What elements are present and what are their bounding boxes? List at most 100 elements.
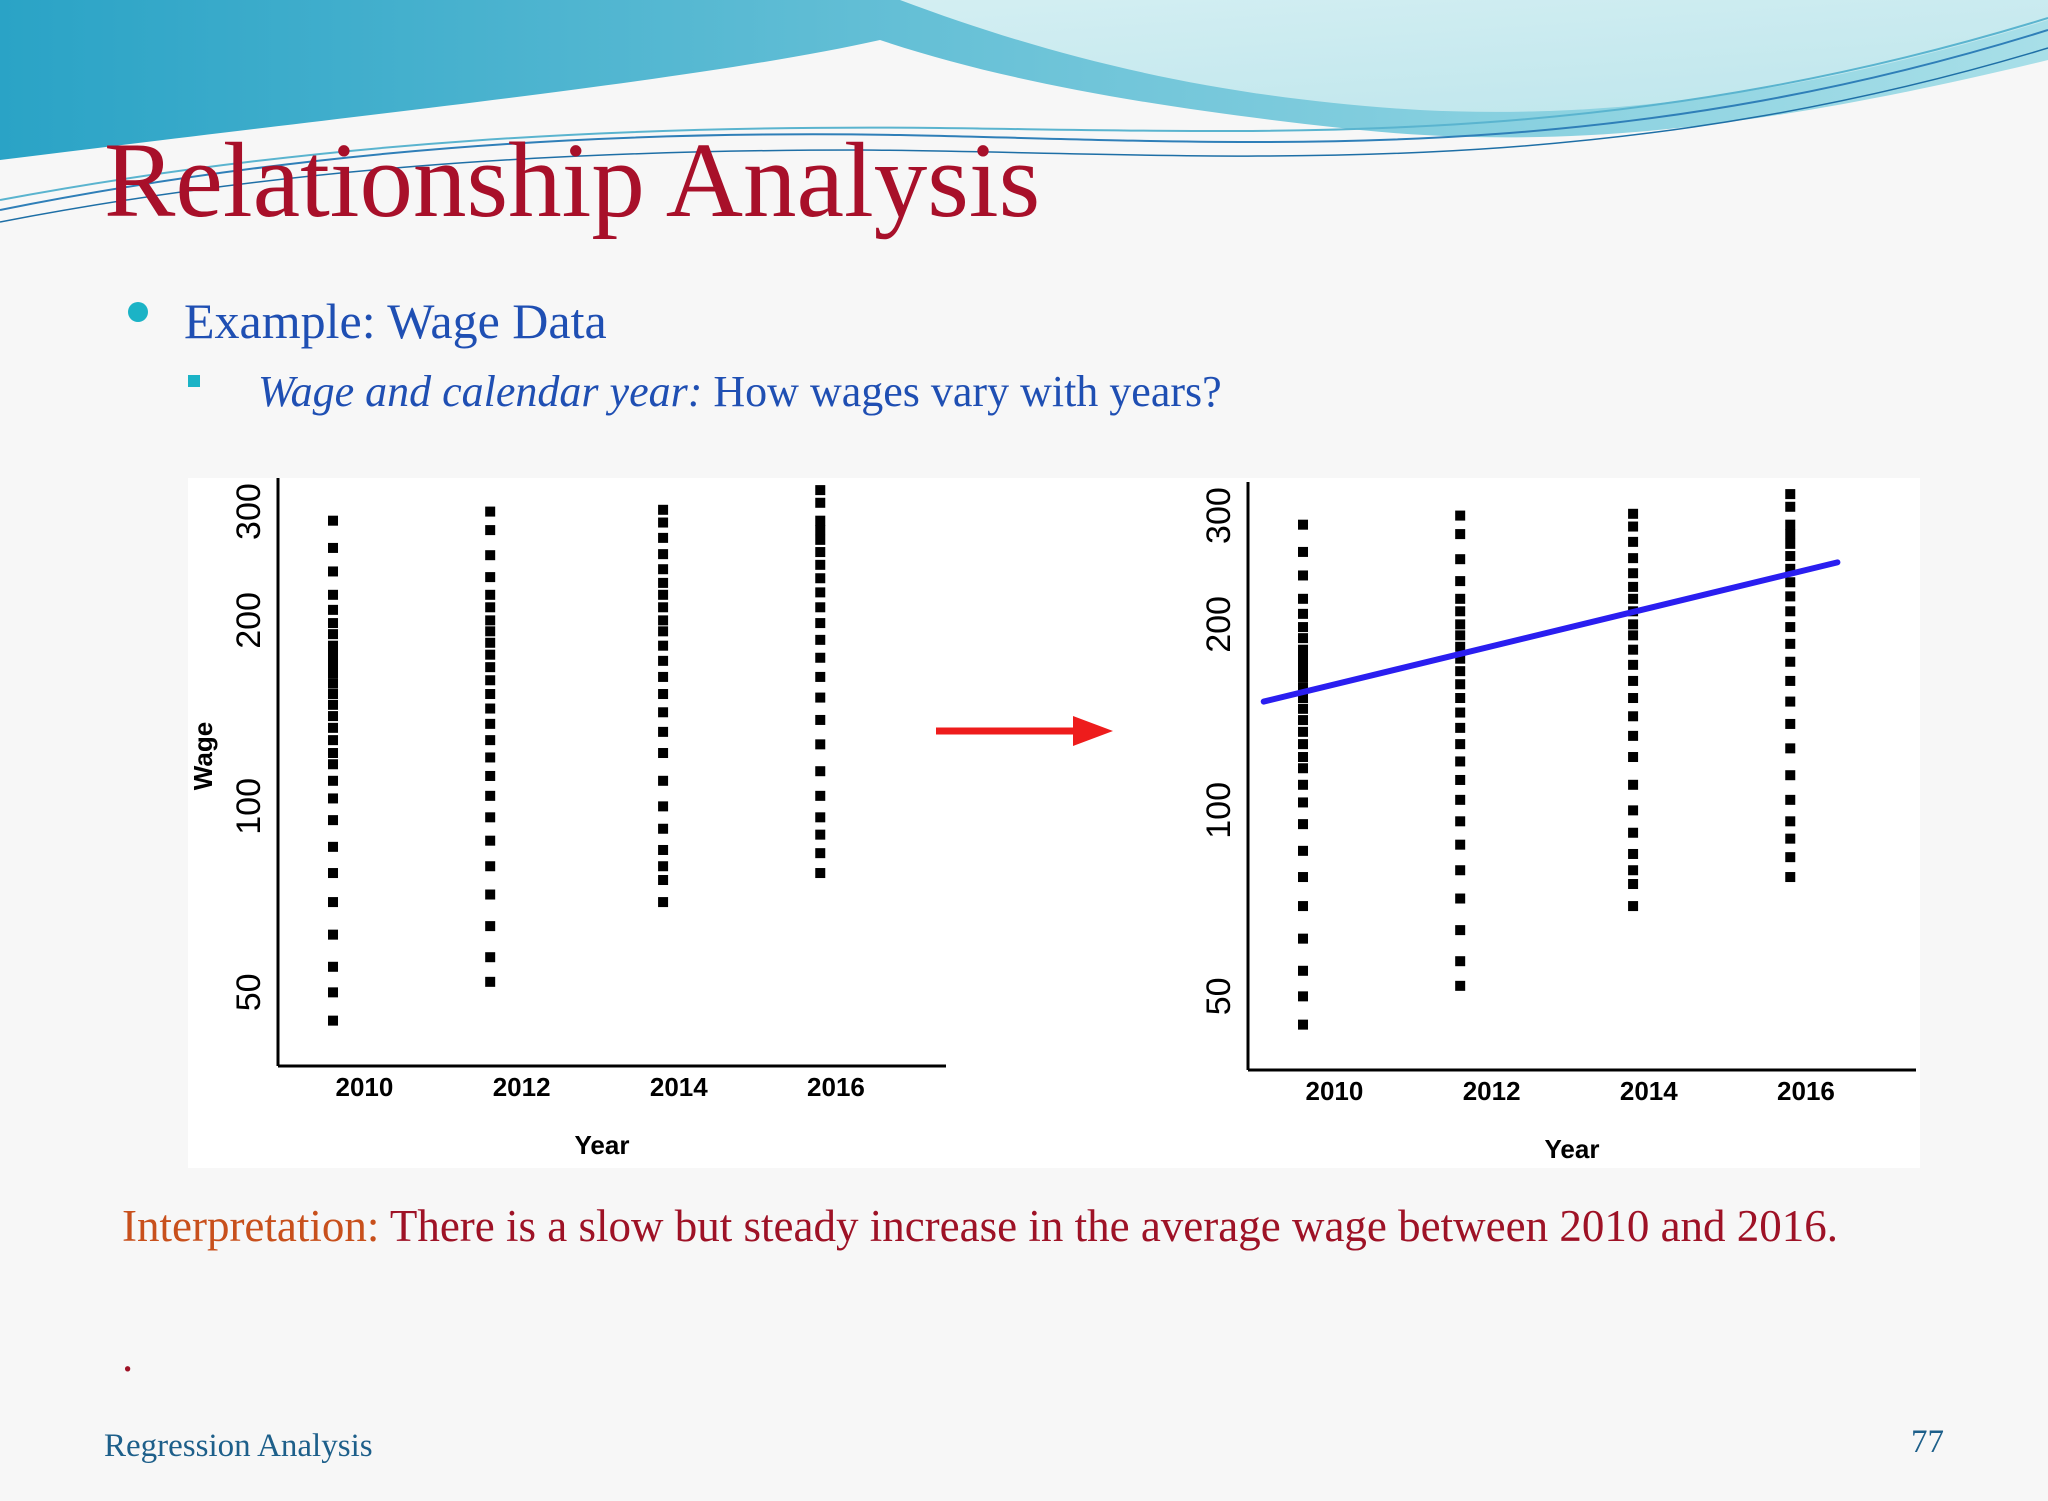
charts-panel: 50 100 200 300 2010 2012 2014 2016 Year Wage 50 100…	[188, 478, 1920, 1168]
data-point	[328, 604, 339, 615]
data-point	[815, 652, 826, 663]
data-point	[1628, 752, 1639, 763]
data-point	[485, 976, 496, 987]
data-point	[815, 485, 826, 496]
data-point	[1455, 641, 1466, 652]
data-point	[1785, 872, 1796, 883]
scatter-chart-2: 50 100 200 300 2010 2012 2014 2016 Year	[1200, 482, 1916, 1164]
data-point	[1785, 833, 1796, 844]
data-point	[1298, 570, 1309, 581]
data-point	[658, 626, 669, 637]
data-point	[485, 812, 496, 823]
data-point	[658, 589, 669, 600]
data-point	[1785, 577, 1796, 588]
footer-title: Regression Analysis	[104, 1428, 373, 1464]
data-point	[328, 897, 339, 908]
data-point	[1785, 638, 1796, 649]
header-wave-decoration	[0, 0, 2048, 223]
data-point	[485, 506, 496, 517]
data-point	[328, 775, 339, 786]
data-point	[658, 689, 669, 700]
data-point	[1455, 510, 1466, 521]
data-point	[328, 1015, 339, 1026]
data-point	[1298, 933, 1309, 944]
data-point	[1455, 630, 1466, 641]
data-point	[1785, 675, 1796, 686]
data-point	[1298, 519, 1309, 530]
data-point	[658, 707, 669, 718]
y-tick-label: 100	[1200, 782, 1238, 839]
data-point	[328, 699, 339, 710]
data-point	[1628, 827, 1639, 838]
data-point	[1455, 666, 1466, 677]
data-point	[1628, 730, 1639, 741]
data-point	[1628, 865, 1639, 876]
charts-svg: 50 100 200 300 2010 2012 2014 2016 Year Wage 50 100…	[188, 478, 1916, 1164]
data-point	[815, 573, 826, 584]
data-point	[1785, 718, 1796, 729]
x-tick-label: 2012	[1463, 1076, 1521, 1106]
data-point	[1298, 715, 1309, 726]
data-point	[485, 703, 496, 714]
data-point	[815, 497, 826, 508]
data-point	[658, 615, 669, 626]
data-point	[328, 735, 339, 746]
data-point	[658, 504, 669, 515]
data-point	[1455, 739, 1466, 750]
data-point	[1298, 779, 1309, 790]
bullet-main-text: Example: Wage Data	[184, 293, 607, 349]
regression-line	[1260, 559, 1841, 705]
data-point	[485, 889, 496, 900]
data-point	[815, 587, 826, 598]
data-point	[815, 714, 826, 725]
data-point	[1628, 619, 1639, 630]
data-point	[485, 662, 496, 673]
x-tick-label: 2010	[1306, 1076, 1364, 1106]
data-point	[815, 766, 826, 777]
data-point	[1455, 774, 1466, 785]
data-point	[1298, 593, 1309, 604]
x-tick-label: 2014	[1620, 1076, 1678, 1106]
data-point	[1628, 901, 1639, 912]
data-point	[658, 532, 669, 543]
interpretation-paragraph: Interpretation: There is a slow but stea…	[122, 1196, 1942, 1257]
data-point	[485, 649, 496, 660]
data-point	[1785, 743, 1796, 754]
data-point	[1628, 593, 1639, 604]
data-point	[485, 589, 496, 600]
bullet-square-icon	[188, 374, 200, 387]
data-point	[1455, 865, 1466, 876]
data-point	[1785, 816, 1796, 827]
data-point	[1785, 538, 1796, 549]
data-point	[328, 793, 339, 804]
bullet-dot-icon	[128, 302, 148, 322]
data-point	[1455, 693, 1466, 704]
slide-title: Relationship Analysis	[104, 122, 1041, 240]
data-point	[1298, 872, 1309, 883]
data-point	[485, 718, 496, 729]
data-point	[328, 987, 339, 998]
data-point	[485, 861, 496, 872]
data-point	[658, 748, 669, 759]
data-point	[328, 640, 339, 651]
data-point	[1785, 794, 1796, 805]
data-point	[485, 525, 496, 536]
data-point	[485, 835, 496, 846]
data-point	[1785, 551, 1796, 562]
data-point	[1628, 630, 1639, 641]
data-point	[1455, 529, 1466, 540]
data-point	[658, 726, 669, 737]
data-point	[1455, 816, 1466, 827]
data-point	[1298, 633, 1309, 644]
data-point	[1628, 568, 1639, 579]
x-axis-title: Year	[1545, 1134, 1600, 1164]
data-point	[328, 815, 339, 826]
data-point	[658, 671, 669, 682]
data-point	[658, 801, 669, 812]
data-point	[1298, 682, 1309, 693]
x-axis-title: Year	[575, 1130, 630, 1160]
trailing-period: .	[122, 1331, 134, 1381]
data-point	[1298, 653, 1309, 664]
data-point	[1455, 893, 1466, 904]
data-point	[1298, 797, 1309, 808]
